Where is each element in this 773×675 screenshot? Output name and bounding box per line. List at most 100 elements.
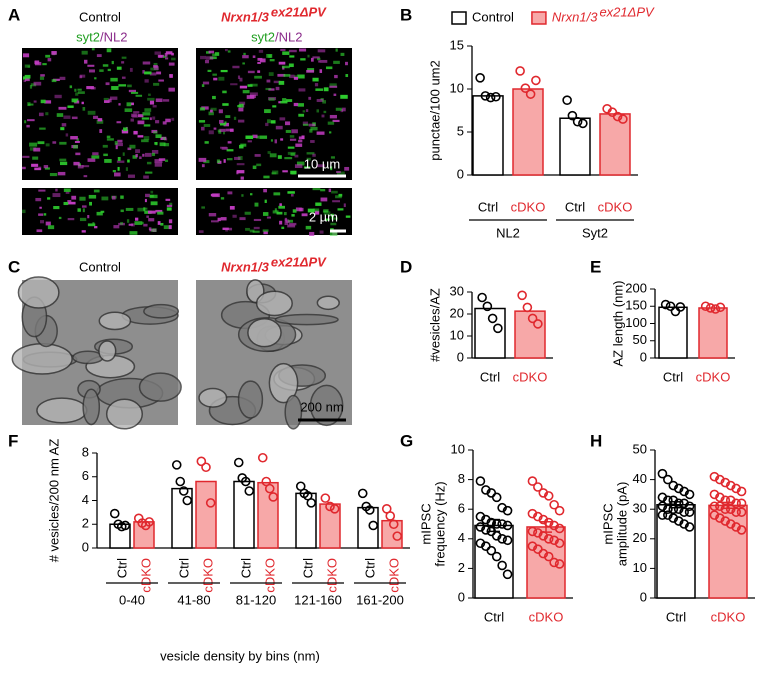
speck — [236, 171, 239, 175]
speck — [323, 211, 331, 216]
speck — [49, 172, 58, 177]
speck — [295, 143, 303, 147]
speck — [238, 119, 245, 123]
membrane — [82, 388, 101, 426]
speck — [54, 94, 62, 99]
data-point — [320, 493, 331, 503]
data-point — [487, 313, 498, 324]
speck — [323, 110, 327, 114]
speck — [243, 52, 246, 56]
data-point — [668, 504, 679, 515]
bar-label: Ctrl — [663, 369, 683, 384]
speck — [322, 100, 327, 104]
speck — [216, 159, 221, 164]
speck — [106, 48, 112, 53]
y-tick-label: 50 — [633, 332, 647, 347]
speck — [87, 158, 96, 162]
speck — [252, 55, 256, 58]
data-point — [527, 526, 538, 537]
speck — [317, 57, 321, 61]
speck — [200, 55, 206, 60]
speck — [43, 165, 49, 169]
data-point — [325, 501, 335, 512]
speck — [206, 51, 211, 54]
y-tick-label: 2 — [82, 516, 89, 531]
data-point — [497, 560, 507, 571]
data-point — [178, 486, 189, 496]
data-point — [475, 73, 485, 83]
speck — [287, 219, 294, 223]
speck — [224, 121, 227, 125]
speck — [208, 213, 217, 217]
speck — [36, 229, 43, 233]
speck — [242, 62, 245, 65]
speck — [77, 165, 84, 169]
speck — [332, 200, 341, 203]
membrane — [255, 290, 293, 317]
bar-label: Ctrl — [238, 558, 253, 578]
y-axis-label: mIPSC — [600, 503, 615, 544]
speck — [135, 149, 141, 153]
speck — [111, 86, 119, 90]
speck — [293, 76, 299, 80]
speck — [153, 82, 160, 86]
speck — [278, 61, 286, 65]
speck — [127, 174, 136, 178]
data-point — [520, 83, 531, 93]
speck — [282, 51, 290, 55]
speck — [269, 153, 277, 158]
bar-label: cDKO — [324, 558, 339, 593]
bar — [599, 113, 631, 176]
speck — [126, 219, 130, 223]
speck — [73, 144, 78, 149]
image-title: Control — [79, 9, 121, 24]
data-point — [709, 471, 720, 482]
speck — [53, 206, 60, 210]
bar-label: cDKO — [513, 369, 548, 384]
data-point — [527, 508, 538, 519]
speck — [290, 152, 295, 156]
speck — [57, 171, 66, 176]
speck — [319, 230, 324, 234]
bar — [512, 88, 544, 176]
speck — [323, 209, 329, 212]
y-tick-label: 30 — [633, 501, 647, 516]
speck — [99, 129, 103, 133]
data-point — [502, 520, 513, 531]
data-point — [710, 304, 721, 314]
speck — [93, 115, 99, 119]
speck — [333, 93, 337, 96]
y-axis-label: #vesicles/AZ — [427, 288, 442, 362]
speck — [22, 166, 26, 170]
speck — [274, 139, 278, 144]
speck — [165, 198, 171, 201]
speck — [116, 121, 122, 124]
speck — [81, 230, 86, 233]
data-point — [720, 504, 731, 515]
membrane — [17, 276, 60, 309]
membrane — [36, 397, 88, 424]
speck — [22, 209, 26, 214]
speck — [155, 98, 163, 103]
speck — [239, 77, 243, 82]
speck — [163, 55, 167, 58]
speck — [94, 77, 97, 80]
data-point — [549, 557, 559, 568]
membrane — [138, 372, 182, 402]
speck — [29, 84, 33, 89]
category-label: 81-120 — [236, 592, 276, 607]
speck — [208, 50, 215, 54]
data-point — [543, 551, 554, 562]
bar — [474, 307, 506, 359]
speck — [96, 54, 102, 58]
speck — [146, 215, 149, 218]
speck — [108, 98, 112, 103]
speck — [201, 126, 205, 131]
speck — [137, 135, 144, 138]
speck — [289, 135, 295, 138]
data-point — [731, 522, 741, 532]
speck — [277, 155, 282, 159]
speck — [45, 143, 50, 147]
speck — [24, 120, 27, 124]
stain-label: /NL2 — [275, 29, 302, 44]
